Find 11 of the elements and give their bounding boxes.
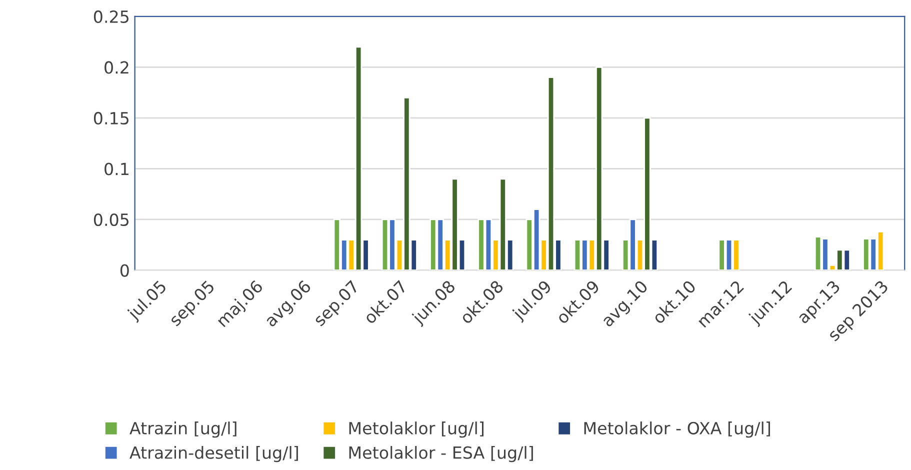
legend-label: Metolaklor [ug/l]: [349, 422, 484, 438]
legend-label: Metolaklor - OXA [ug/l]: [584, 422, 770, 438]
y-tick-label: 0.1: [104, 162, 128, 176]
y-tick-label: 0.05: [94, 213, 129, 226]
legend-label: Atrazin [ug/l]: [130, 422, 236, 438]
legend-label: Atrazin-desetil [ug/l]: [130, 446, 298, 462]
y-tick-label: 0: [120, 264, 129, 277]
y-tick-label: 0.2: [104, 61, 128, 74]
y-tick-label: 0.15: [94, 112, 129, 125]
y-tick-label: 0.25: [94, 10, 129, 24]
legend-label: Metolaklor - ESA [ug/l]: [349, 446, 533, 462]
